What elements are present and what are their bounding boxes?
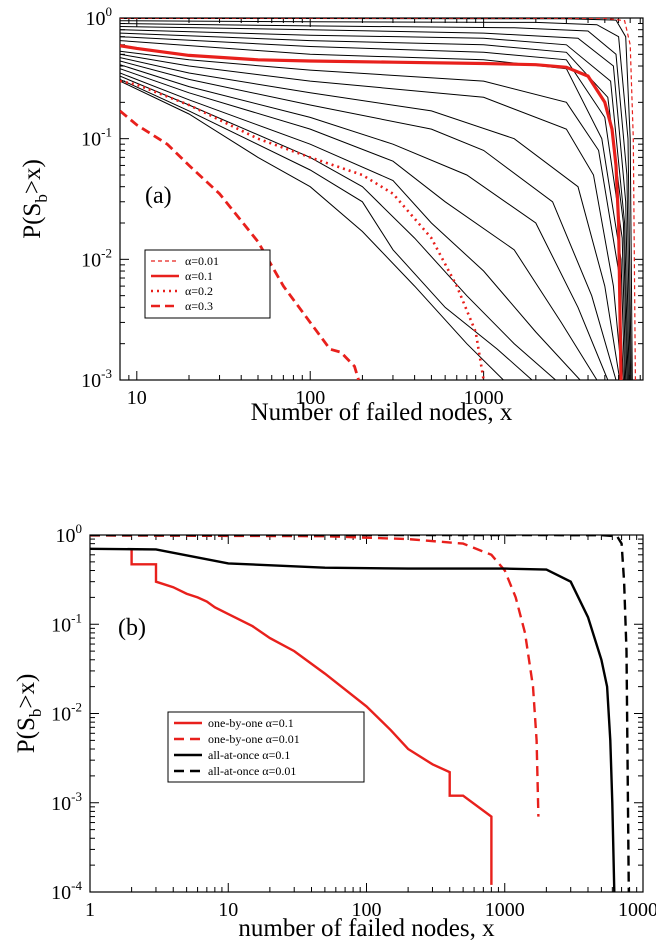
series-line <box>130 549 493 885</box>
x-tick-label: 1000 <box>485 899 525 921</box>
legend-entry: all-at-once α=0.01 <box>208 764 296 778</box>
chart-panel-b: 11010010001000010-410-310-210-1100number… <box>13 521 656 942</box>
axis-ticks <box>89 534 644 893</box>
legend-entry: α=0.01 <box>185 254 219 268</box>
background-curve <box>120 60 617 380</box>
series-line <box>120 18 636 380</box>
y-tick-label: 10-3 <box>81 366 112 392</box>
series-line <box>90 547 616 892</box>
background-curve <box>120 75 556 380</box>
background-curve <box>120 57 621 380</box>
background-curve <box>120 53 623 380</box>
background-curve <box>120 20 632 380</box>
background-curve <box>120 40 626 380</box>
background-curve <box>120 78 533 380</box>
x-axis-label: Number of failed nodes, x <box>251 399 513 426</box>
x-tick-label: 1 <box>85 899 95 921</box>
panel-label: (b) <box>118 615 146 641</box>
background-curve <box>120 50 624 380</box>
legend-entry: α=0.3 <box>185 299 213 313</box>
legend-entry: α=0.2 <box>185 284 213 298</box>
x-tick-label: 10 <box>218 899 238 921</box>
x-tick-label: 1000 <box>464 387 504 409</box>
y-tick-label: 10-3 <box>51 789 82 815</box>
legend-entry: one-by-one α=0.1 <box>208 716 294 730</box>
legend: one-by-one α=0.1 one-by-one α=0.01 all-at-… <box>167 711 365 783</box>
legend-entry: α=0.1 <box>185 269 213 283</box>
y-tick-label: 10-2 <box>51 700 82 726</box>
plot-area <box>120 18 636 380</box>
background-curve <box>120 32 628 380</box>
y-tick-label: 100 <box>86 4 113 30</box>
y-tick-label: 10-2 <box>81 245 112 271</box>
background-curve <box>120 64 609 380</box>
series-line <box>120 109 360 380</box>
plot-frame <box>119 17 644 381</box>
plot-area <box>90 535 630 892</box>
y-axis-label: P(Sb>x) <box>19 159 51 239</box>
background-curve <box>120 23 631 380</box>
background-curve <box>120 29 629 380</box>
series-line <box>90 535 540 817</box>
background-curve <box>120 68 598 380</box>
legend: α=0.01α=0.1α=0.2α=0.3 <box>144 249 271 319</box>
panel-label: (a) <box>145 183 172 209</box>
x-tick-label: 10 <box>127 387 147 409</box>
legend-entry: all-at-once α=0.1 <box>208 748 290 762</box>
y-axis-label: P(Sb>x) <box>13 674 45 754</box>
x-tick-label: 100 <box>352 899 382 921</box>
y-tick-label: 100 <box>56 521 83 547</box>
x-tick-label: 100 <box>295 387 325 409</box>
legend-entry: one-by-one α=0.01 <box>208 732 300 746</box>
background-curve <box>120 72 581 380</box>
x-axis-label: number of failed nodes, x <box>238 915 495 942</box>
y-tick-label: 10-4 <box>51 878 82 904</box>
series-line <box>120 79 485 380</box>
background-curve <box>120 80 504 380</box>
background-curve <box>120 36 627 380</box>
y-tick-label: 10-1 <box>51 610 82 636</box>
background-curve <box>120 26 630 380</box>
background-curve <box>120 18 633 380</box>
y-tick-label: 10-1 <box>81 125 112 151</box>
axis-ticks <box>119 17 643 381</box>
series-line <box>120 44 623 380</box>
x-tick-label: 10000 <box>618 899 656 921</box>
